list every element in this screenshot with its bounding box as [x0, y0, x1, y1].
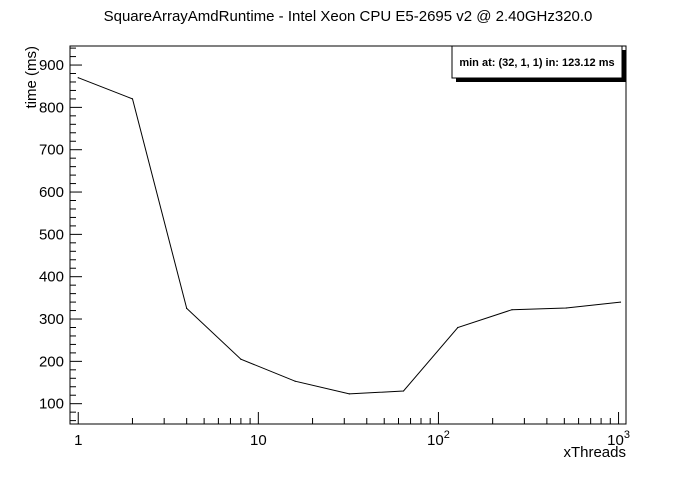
y-tick-label: 600	[39, 184, 64, 201]
series-layer	[77, 77, 622, 395]
y-tick-label: 500	[39, 226, 64, 243]
x-tick-exponent: 3	[624, 429, 630, 441]
y-tick-label: 300	[39, 311, 64, 328]
x-tick-label: 103	[607, 429, 630, 449]
x-tick-base: 10	[250, 432, 267, 449]
y-tick-label: 400	[39, 269, 64, 286]
x-tick-label: 1	[74, 432, 82, 449]
x-axis-label: xThreads	[563, 444, 626, 461]
x-tick-label: 10	[250, 432, 267, 449]
plot-frame	[69, 45, 627, 425]
data-point	[131, 98, 134, 100]
data-point	[294, 380, 296, 382]
data-point	[511, 309, 513, 311]
data-point	[186, 307, 188, 310]
data-point	[402, 390, 405, 392]
x-tick-label: 102	[427, 429, 450, 449]
y-tick-label: 100	[39, 396, 64, 413]
y-tick-label: 900	[39, 57, 64, 74]
y-tick-label: 800	[39, 99, 64, 116]
y-axis-label: time (ms)	[23, 46, 40, 109]
y-tick-label: 200	[39, 353, 64, 370]
legend-text: min at: (32, 1, 1) in: 123.12 ms	[459, 57, 614, 69]
legend-frame	[451, 45, 623, 79]
x-tick-base: 10	[427, 432, 444, 449]
x-tick-base: 1	[74, 432, 82, 449]
legend-box: min at: (32, 1, 1) in: 123.12 ms	[451, 45, 626, 82]
data-point	[348, 393, 350, 395]
y-axis: 100 200 300 400 500 600 700 800 900	[39, 47, 82, 422]
data-point	[619, 301, 622, 303]
y-tick-label: 700	[39, 142, 64, 159]
x-tick-base: 10	[607, 432, 624, 449]
x-tick-exponent: 2	[444, 429, 450, 441]
data-point	[457, 326, 459, 329]
data-point	[565, 307, 567, 309]
x-axis: 1 10 102 103	[74, 412, 630, 449]
data-point	[77, 77, 79, 79]
data-point	[240, 358, 242, 360]
series-line	[78, 77, 621, 395]
chart-title: SquareArrayAmdRuntime - Intel Xeon CPU E…	[104, 8, 593, 25]
